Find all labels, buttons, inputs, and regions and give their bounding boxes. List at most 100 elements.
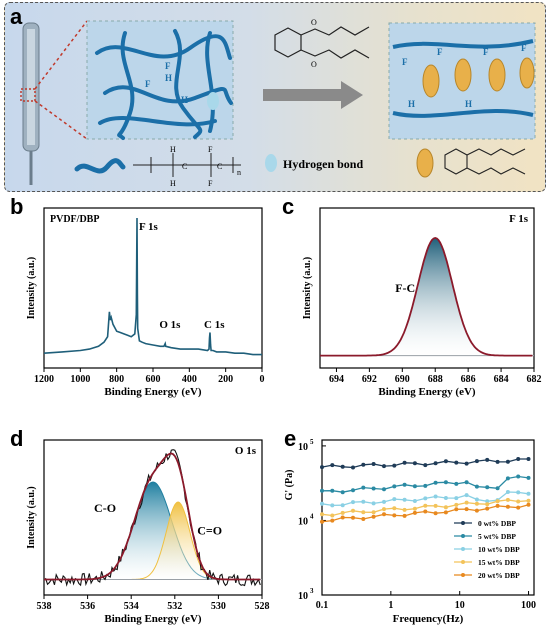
rheo-data-point (330, 513, 335, 518)
rheo-data-point (443, 505, 448, 510)
rheo-legend-label: 10 wt% DBP (478, 545, 520, 554)
survey-xtick-label: 1000 (70, 374, 90, 385)
rheo-data-point (412, 499, 417, 503)
rheo-legend-marker (461, 521, 465, 525)
rheo-xtick-label: 100 (521, 600, 536, 611)
rheo-data-point (433, 511, 438, 516)
rheo-data-point (371, 501, 376, 506)
o1s-peak-label: C-O (94, 501, 116, 515)
rheo-data-point (474, 459, 479, 464)
rheo-data-point (443, 496, 448, 500)
rheo-data-point (526, 475, 531, 480)
o1s-xlabel: Binding Energy (eV) (104, 613, 202, 625)
rheo-data-point (402, 460, 407, 465)
dbp-droplets (422, 57, 535, 98)
rheo-data-point (330, 463, 335, 468)
panel-letter-c: c (282, 194, 295, 219)
zoom-line-bottom (34, 100, 88, 140)
rheo-data-point (382, 464, 386, 469)
rheo-data-point (412, 484, 417, 489)
rheo-data-point (392, 513, 397, 518)
f1s-xtick-label: 694 (329, 374, 344, 385)
rheo-data-point (464, 500, 469, 505)
rheo-data-point (516, 499, 521, 504)
rheo-data-point (495, 486, 500, 491)
panel-letter-b: b (10, 194, 24, 219)
rheo-data-point (526, 457, 531, 461)
survey-peak-label: O 1s (159, 319, 181, 331)
rheo-data-point (526, 491, 531, 496)
rheo-data-point (320, 519, 324, 524)
rheo-data-point (443, 480, 448, 485)
rheo-data-point (454, 507, 459, 512)
rheo-xtick-label: 10 (455, 600, 465, 611)
rheo-data-point (454, 460, 459, 465)
rheo-data-point (340, 515, 345, 520)
xps-o1s-chart: 538 536 534 532 530 528 Binding Energy (eV) Int… (26, 439, 270, 625)
rheo-ytick-label: 10 (298, 516, 308, 527)
survey-peak-label: C 1s (204, 319, 225, 331)
network-labels: F H F H (145, 61, 188, 105)
formula-h-top: H (170, 145, 176, 154)
rheo-data-point (330, 503, 335, 508)
f1s-xtick-label: 688 (428, 374, 443, 385)
rheo-data-point (402, 513, 407, 518)
rheo-data-point (423, 483, 428, 488)
result-chain-top (392, 39, 534, 49)
survey-xtick-label: 200 (218, 374, 233, 385)
o1s-xtick-label: 538 (37, 601, 52, 612)
rheo-ytick-label: 10 (298, 442, 308, 453)
rheo-data-point (351, 465, 355, 470)
rheo-data-point (454, 502, 459, 507)
survey-xtick-label: 600 (146, 374, 161, 385)
result-labels: F F F F H H (402, 43, 527, 109)
rheo-data-point (371, 462, 376, 466)
rheo-legend-label: 0 wt% DBP (478, 519, 516, 528)
o1s-xtick-label: 536 (80, 601, 95, 612)
rheo-data-point (371, 510, 376, 515)
polymer-network (95, 29, 233, 140)
rheo-data-point (505, 497, 510, 502)
f1s-xtick-label: 692 (362, 374, 377, 385)
result-f-label-4: F (521, 43, 527, 53)
rheo-xlabel: Frequency(Hz) (393, 613, 464, 625)
survey-xtick-label: 800 (109, 374, 124, 385)
f1s-peak-fill (320, 238, 534, 356)
rheo-data-point (371, 486, 376, 491)
rheo-data-point (392, 484, 397, 489)
rheo-data-point (330, 518, 335, 523)
rheo-legend-marker (461, 547, 465, 551)
panel-letter-d: d (10, 426, 24, 451)
rheo-data-point (485, 499, 490, 504)
rheo-data-point (412, 510, 417, 515)
rheo-legend-label: 5 wt% DBP (478, 532, 516, 541)
rheo-data-point (351, 508, 355, 513)
rheo-data-point (340, 490, 345, 495)
rheo-data-point (382, 512, 386, 517)
rheo-data-point (433, 494, 438, 499)
formula-n: n (237, 168, 241, 177)
rheo-xtick-label: 0.1 (316, 600, 329, 611)
rheo-data-point (474, 484, 479, 489)
rheo-data-point (516, 457, 521, 461)
survey-spectrum-line (43, 217, 262, 356)
rheo-data-point (495, 499, 500, 504)
rheo-data-point (371, 514, 376, 519)
rheo-data-point (485, 485, 490, 490)
formula-f-top: F (208, 145, 213, 154)
rheo-data-point (474, 501, 479, 506)
rheo-data-point (516, 474, 521, 479)
survey-ylabel: Intensity (a.u.) (26, 257, 37, 320)
rheo-legend-marker (461, 560, 465, 564)
f1s-fit-line (320, 237, 533, 357)
f1s-xtick-label: 686 (461, 374, 476, 385)
pvdf-formula-labels: H H F F C C n (170, 145, 241, 188)
hbond-legend-icon (265, 154, 277, 172)
panel-letter-e: e (284, 426, 297, 451)
f1s-xlabel: Binding Energy (eV) (378, 386, 476, 398)
survey-title: PVDF/DBP (50, 214, 99, 225)
rheo-data-point (423, 463, 428, 468)
rheo-legend-marker (461, 534, 465, 538)
rheo-data-point (330, 488, 335, 493)
